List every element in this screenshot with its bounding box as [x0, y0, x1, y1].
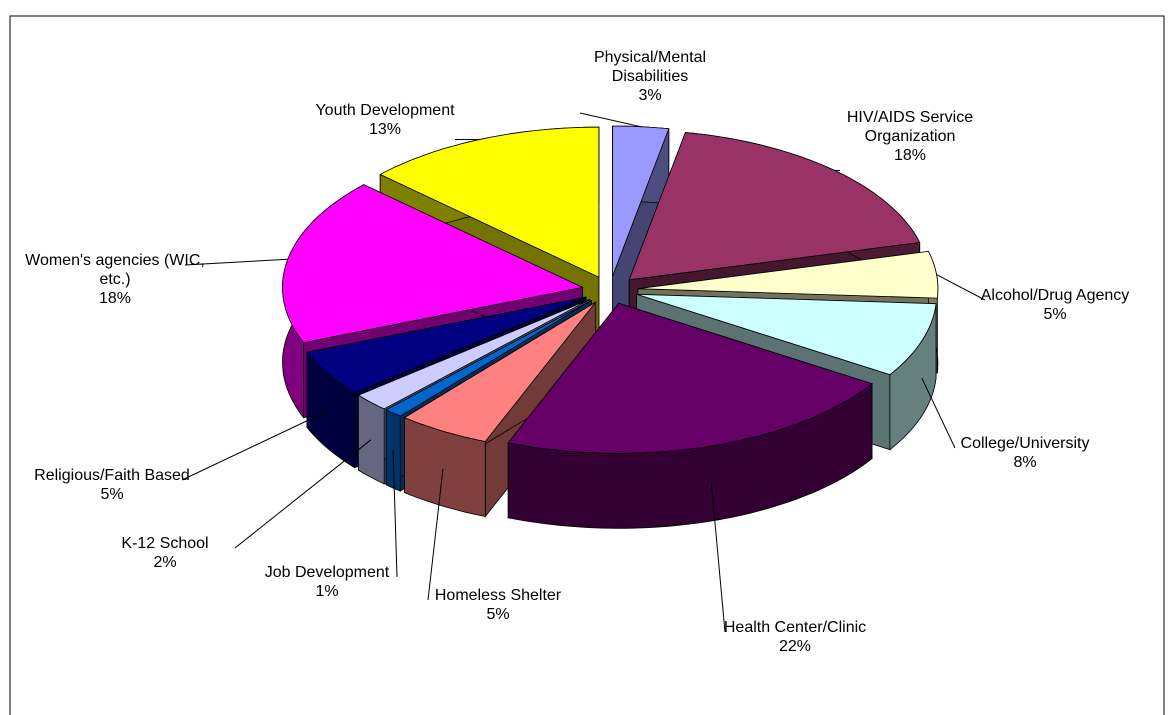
slice-label: Homeless Shelter 5% — [435, 587, 562, 623]
slice-label: Alcohol/Drug Agency 5% — [981, 287, 1130, 323]
leader-line — [921, 377, 956, 449]
label-line: HIV/AIDS Service — [847, 109, 973, 126]
slice-label: Job Development 1% — [265, 564, 390, 600]
slice-label: Religious/Faith Based 5% — [34, 467, 190, 503]
label-line: Physical/Mental — [594, 49, 706, 66]
category-name: Religious/Faith Based — [34, 467, 190, 484]
slice-label: Women's agencies (WIC, etc.) 18% — [25, 252, 205, 307]
label-line: Alcohol/Drug Agency — [981, 287, 1130, 304]
leader-line — [936, 274, 986, 301]
leader-line — [181, 410, 328, 481]
slice-wall — [385, 409, 401, 492]
label-line: Job Development — [265, 564, 390, 581]
label-line: Disabilities — [612, 68, 688, 85]
label-line: etc.) — [99, 271, 130, 288]
value-label: 18% — [99, 290, 131, 307]
category-name: Women's agencies (WIC, etc.) — [25, 252, 205, 288]
leader-line — [427, 468, 444, 601]
leader-line — [579, 112, 642, 128]
category-name: Homeless Shelter — [435, 587, 562, 604]
slice-top — [403, 301, 597, 442]
category-name: College/University — [961, 435, 1090, 452]
slice-wall — [358, 394, 385, 485]
slice-label: Health Center/Clinic 22% — [724, 619, 866, 655]
label-line: College/University — [961, 435, 1090, 452]
value-label: 5% — [1043, 306, 1066, 323]
slice-top — [507, 302, 873, 454]
slice-top — [379, 126, 600, 278]
label-line: Organization — [865, 128, 956, 145]
leader-line — [710, 483, 726, 633]
value-label: 3% — [638, 87, 661, 104]
value-label: 5% — [100, 486, 123, 503]
leader-line — [234, 439, 372, 549]
leader-line — [392, 450, 398, 578]
value-label: 8% — [1013, 454, 1036, 471]
category-name: HIV/AIDS Service Organization — [847, 109, 973, 145]
value-label: 18% — [894, 147, 926, 164]
category-name: Youth Development — [315, 102, 455, 119]
slice — [612, 125, 670, 352]
category-name: K-12 School — [121, 535, 208, 552]
slice-label: HIV/AIDS Service Organization 18% — [847, 109, 973, 164]
value-label: 22% — [779, 638, 811, 655]
slice-label: College/University 8% — [961, 435, 1090, 471]
slice-top — [636, 293, 937, 376]
label-line: K-12 School — [121, 535, 208, 552]
value-label: 5% — [486, 606, 509, 623]
slice — [507, 302, 873, 529]
category-name: Health Center/Clinic — [724, 619, 866, 636]
label-line: Youth Development — [315, 102, 455, 119]
label-line: Women's agencies (WIC, — [25, 252, 205, 269]
leader-line — [184, 258, 288, 266]
category-name: Alcohol/Drug Agency — [981, 287, 1130, 304]
value-label: 13% — [369, 121, 401, 138]
category-name: Job Development — [265, 564, 390, 581]
label-line: Homeless Shelter — [435, 587, 562, 604]
slice-top — [357, 299, 590, 410]
category-name: Physical/Mental Disabilities — [594, 49, 706, 85]
value-label: 2% — [153, 554, 176, 571]
label-line: Religious/Faith Based — [34, 467, 190, 484]
label-line: Health Center/Clinic — [724, 619, 866, 636]
value-label: 1% — [315, 583, 338, 600]
slice-label: Physical/Mental Disabilities 3% — [594, 49, 706, 104]
slice-label: Youth Development 13% — [315, 102, 455, 138]
slice-top — [385, 300, 592, 417]
slice-top — [306, 296, 587, 394]
slice-label: K-12 School 2% — [121, 535, 208, 571]
